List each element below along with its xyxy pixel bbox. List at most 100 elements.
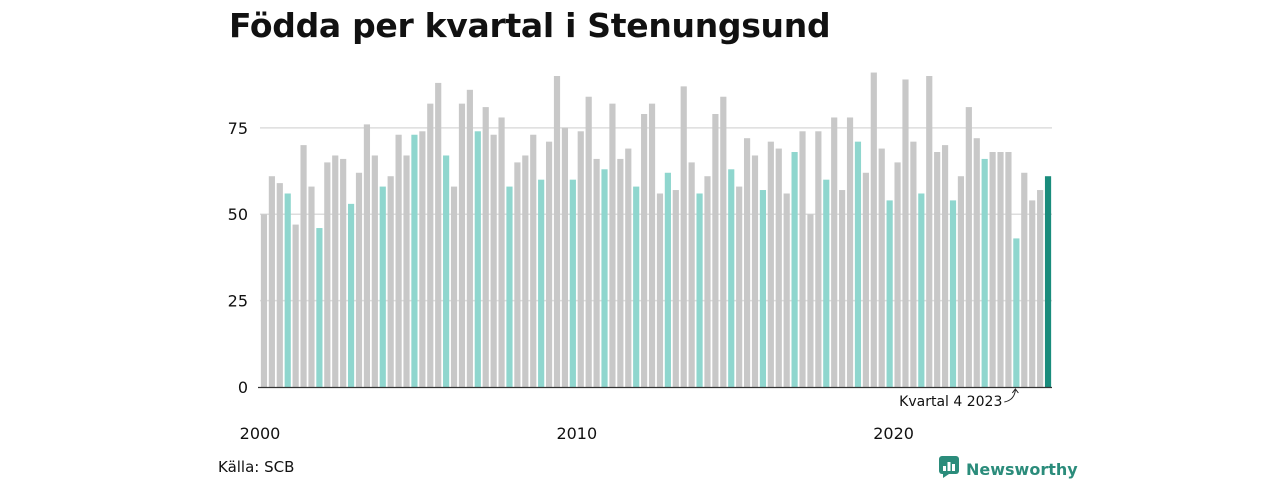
annotation-label: Kvartal 4 2023 bbox=[899, 394, 1002, 410]
bar bbox=[498, 117, 505, 387]
bar bbox=[625, 148, 632, 387]
bar bbox=[324, 162, 331, 387]
gridlines bbox=[260, 127, 1052, 302]
bar bbox=[696, 193, 703, 387]
bar bbox=[910, 141, 917, 387]
bar bbox=[807, 214, 814, 387]
bar bbox=[553, 76, 561, 387]
bar bbox=[688, 162, 695, 387]
bar bbox=[276, 183, 283, 387]
bar bbox=[989, 152, 996, 387]
bar bbox=[862, 172, 869, 387]
bar bbox=[894, 162, 901, 387]
bar bbox=[973, 138, 980, 387]
bar bbox=[949, 200, 957, 387]
bar bbox=[347, 203, 355, 387]
bars bbox=[260, 72, 1052, 388]
bar bbox=[514, 162, 521, 387]
bar bbox=[633, 186, 640, 387]
y-tick-label: 0 bbox=[238, 378, 248, 397]
bar bbox=[799, 131, 806, 387]
bar bbox=[886, 200, 893, 387]
bar bbox=[419, 131, 426, 387]
bar bbox=[371, 155, 378, 387]
bar bbox=[292, 224, 299, 387]
chart-title: Födda per kvartal i Stenungsund bbox=[229, 6, 831, 45]
bar bbox=[878, 148, 885, 387]
y-tick-label: 50 bbox=[228, 205, 248, 224]
bar bbox=[530, 134, 537, 387]
y-tick-label: 75 bbox=[228, 119, 248, 138]
bar bbox=[743, 138, 751, 387]
bar bbox=[435, 82, 442, 387]
bar bbox=[1005, 152, 1012, 387]
bar bbox=[767, 141, 774, 387]
brand-logo[interactable]: Newsworthy bbox=[938, 455, 1078, 483]
bar bbox=[561, 127, 569, 387]
bar bbox=[506, 186, 513, 387]
brand-name: Newsworthy bbox=[966, 459, 1078, 479]
bar bbox=[759, 190, 767, 387]
bar bbox=[648, 103, 656, 387]
bar bbox=[585, 96, 592, 387]
bar bbox=[823, 179, 830, 387]
bar bbox=[728, 169, 735, 387]
bar bbox=[751, 155, 759, 387]
bar bbox=[839, 190, 846, 387]
bar bbox=[965, 107, 972, 387]
bar bbox=[926, 76, 933, 387]
bar bbox=[641, 114, 648, 387]
annotation-arrow bbox=[1004, 388, 1019, 403]
x-axis-labels: 2000 2010 2020 bbox=[240, 424, 914, 443]
bar bbox=[846, 117, 854, 387]
bar bbox=[593, 158, 600, 387]
bar bbox=[656, 193, 664, 387]
bar bbox=[997, 152, 1004, 387]
annotation: Kvartal 4 2023 bbox=[899, 388, 1019, 410]
bar bbox=[443, 155, 450, 387]
bar bbox=[941, 145, 949, 387]
bar bbox=[831, 117, 838, 387]
source-label: Källa: SCB bbox=[218, 458, 295, 476]
y-axis-labels: 0 25 50 75 bbox=[228, 119, 248, 397]
bar bbox=[577, 131, 584, 387]
bar bbox=[379, 186, 386, 387]
bar bbox=[783, 193, 790, 387]
bar bbox=[672, 190, 679, 387]
bar bbox=[957, 176, 965, 387]
bar bbox=[545, 141, 553, 387]
bar bbox=[815, 131, 822, 387]
bar bbox=[902, 79, 909, 388]
bar bbox=[332, 155, 339, 387]
bar bbox=[268, 176, 275, 387]
bar bbox=[918, 193, 925, 387]
bar bbox=[617, 158, 624, 387]
bar bbox=[870, 72, 877, 387]
bar bbox=[775, 148, 782, 387]
bar bbox=[522, 155, 529, 387]
bar bbox=[1037, 190, 1044, 387]
bar bbox=[395, 134, 402, 387]
bar bbox=[736, 186, 743, 387]
newsworthy-logo-icon bbox=[938, 455, 960, 483]
x-tick-label: 2000 bbox=[240, 424, 281, 443]
bar bbox=[340, 158, 347, 387]
bar bbox=[712, 114, 719, 387]
bar bbox=[680, 86, 687, 388]
bar bbox=[387, 176, 394, 387]
bar bbox=[316, 228, 323, 387]
y-tick-label: 25 bbox=[228, 292, 248, 311]
bar bbox=[854, 141, 862, 387]
bar bbox=[355, 172, 363, 387]
bar bbox=[981, 158, 988, 387]
bar bbox=[1013, 238, 1020, 387]
bar bbox=[704, 176, 711, 387]
bar bbox=[720, 96, 727, 387]
bar bbox=[934, 152, 941, 387]
bar bbox=[403, 155, 410, 387]
bar bbox=[569, 179, 576, 387]
bar bbox=[609, 103, 616, 387]
bar bbox=[1044, 176, 1052, 387]
bar bbox=[308, 186, 315, 387]
